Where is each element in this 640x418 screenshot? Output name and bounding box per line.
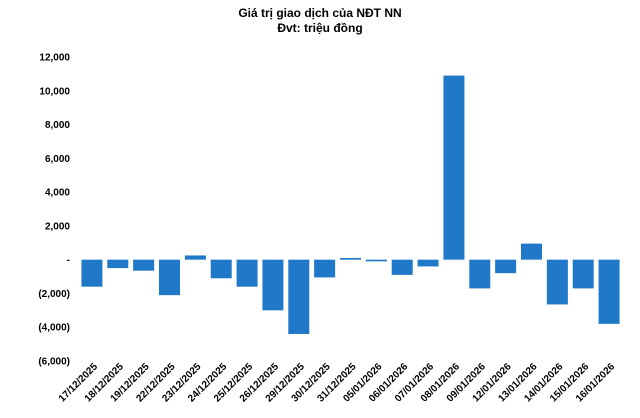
bar [133,259,155,271]
y-tick-label: (2,000) [38,289,70,300]
bar [417,259,439,267]
chart-title: Giá trị giao dịch của NĐT NN [238,6,402,20]
bar [340,257,361,260]
bar [288,259,310,334]
bar [314,259,336,278]
bar [81,259,103,287]
bar [469,259,491,289]
bar [521,243,542,260]
bar [365,259,387,262]
y-tick-label: 4,000 [45,188,70,199]
y-tick-label: 10,000 [39,86,70,97]
chart-subtitle: Đvt: triệu đồng [277,21,363,35]
y-tick-label: 2,000 [45,221,70,232]
bar [184,255,206,260]
y-tick-label: 8,000 [45,120,70,131]
bar [210,259,232,279]
bar [262,259,284,311]
bar [546,259,568,305]
bar [391,259,413,275]
y-tick-label: 6,000 [45,154,70,165]
y-axis: 12,000 10,000 8,000 6,000 4,000 2,000 - (2,000)… [38,53,70,368]
x-axis: 17/12/202518/12/202519/12/202522/12/2025… [57,361,618,404]
y-tick-label: (4,000) [38,323,70,334]
bar [159,259,180,296]
bar [443,75,465,260]
bar [495,259,517,274]
y-tick-label: - [67,255,70,266]
bar [236,259,258,287]
y-tick-label: 12,000 [39,53,70,64]
bars-group [81,75,620,334]
bar [107,259,129,269]
bar [572,259,594,289]
bar [598,259,620,324]
y-tick-label: (6,000) [38,357,70,368]
